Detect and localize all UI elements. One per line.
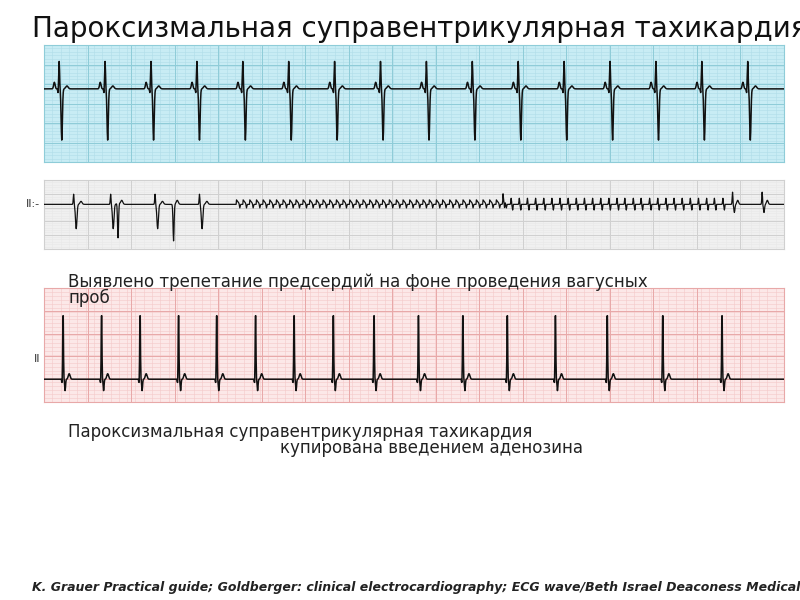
Text: K. Grauer Practical guide; Goldberger: clinical electrocardiography; ECG wave/Be: K. Grauer Practical guide; Goldberger: c… (32, 581, 800, 594)
Text: II:-: II:- (26, 199, 40, 209)
Text: II: II (34, 353, 40, 364)
Text: Пароксизмальная суправентрикулярная тахикардия: Пароксизмальная суправентрикулярная тахи… (68, 423, 532, 441)
Text: проб: проб (68, 289, 110, 307)
Text: Выявлено трепетание предсердий на фоне проведения вагусных: Выявлено трепетание предсердий на фоне п… (68, 273, 648, 291)
Text: Пароксизмальная суправентрикулярная тахикардия: Пароксизмальная суправентрикулярная тахи… (32, 15, 800, 43)
Text: купирована введением аденозина: купирована введением аденозина (280, 439, 583, 457)
